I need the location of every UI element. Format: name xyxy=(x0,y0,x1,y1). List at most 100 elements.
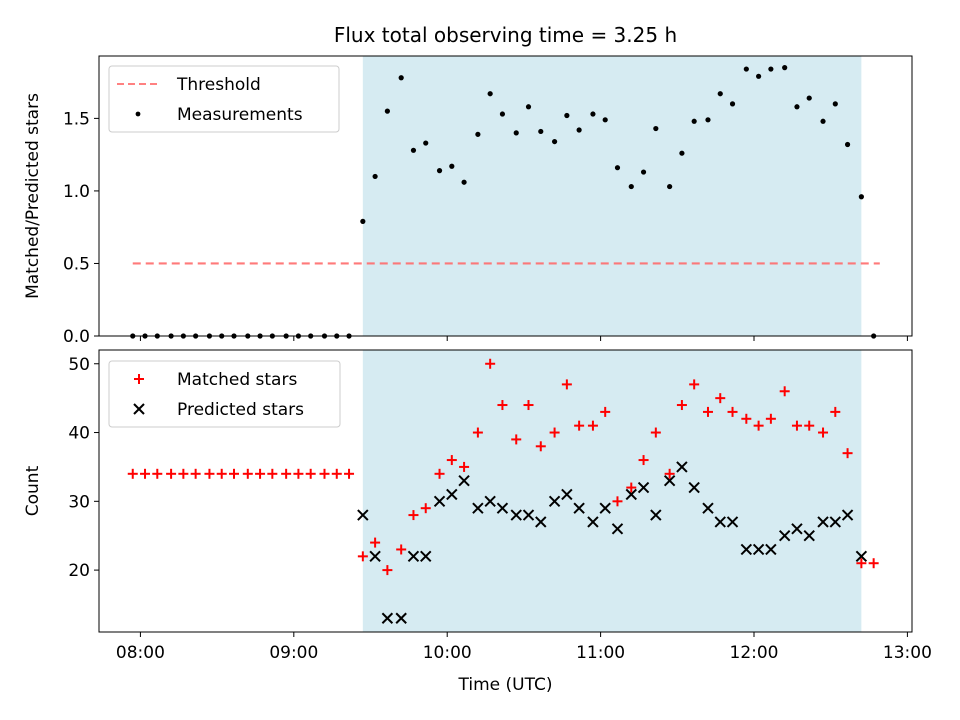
predicted-star-point xyxy=(472,502,484,514)
measurement-point xyxy=(551,138,558,145)
matched-star-point xyxy=(753,420,764,431)
predicted-star-point xyxy=(496,502,509,514)
matched-star-point xyxy=(472,427,483,438)
measurement-point xyxy=(538,128,544,135)
predicted-star-point xyxy=(458,474,470,487)
predicted-star-point xyxy=(778,530,791,542)
predicted-star-point xyxy=(791,523,803,535)
count-axes-frame xyxy=(98,349,913,633)
measurement-point xyxy=(602,117,608,123)
ratio-axes-frame xyxy=(98,55,913,337)
matched-star-point xyxy=(549,427,560,438)
y-tick-label: 1.0 xyxy=(63,182,90,202)
measurement-point xyxy=(372,173,378,180)
measurement-point xyxy=(794,104,800,110)
predicted-star-point xyxy=(510,509,522,521)
measurement-point xyxy=(410,147,417,153)
matched-star-point xyxy=(166,468,177,479)
count-marks xyxy=(127,358,879,624)
matched-star-point xyxy=(650,427,661,438)
measurement-point xyxy=(756,73,762,79)
matched-star-point xyxy=(216,468,227,479)
legend-box xyxy=(108,360,341,428)
matched-star-point xyxy=(511,434,522,445)
matched-star-point xyxy=(357,551,368,562)
y-axis-label: Matched/Predicted stars xyxy=(23,93,43,299)
predicted-star-point xyxy=(395,612,407,624)
chart-title: Flux total observing time = 3.25 h xyxy=(334,23,677,47)
y-tick-label: 50 xyxy=(68,355,90,375)
measurement-point xyxy=(832,101,838,107)
matched-star-point xyxy=(791,420,802,431)
measurement-point xyxy=(717,91,723,97)
matched-star-point xyxy=(446,455,457,466)
measurement-point xyxy=(729,101,736,107)
measurement-point xyxy=(449,163,455,169)
predicted-star-point xyxy=(357,509,369,521)
matched-star-point xyxy=(856,558,867,569)
matched-star-point xyxy=(344,468,355,479)
matched-star-point xyxy=(459,461,470,472)
count-legend: Matched stars Predicted stars xyxy=(108,360,341,428)
predicted-star-point xyxy=(420,550,432,563)
matched-star-point xyxy=(267,468,278,479)
predicted-star-point xyxy=(663,474,676,487)
matched-star-point xyxy=(152,468,163,479)
matched-star-point xyxy=(638,455,649,466)
matched-star-point xyxy=(140,468,151,479)
matched-star-point xyxy=(612,496,623,507)
count-axis-ticks: 20 30 40 50 08:00 09:00 10:00 11:00 12:00 13:00 xyxy=(68,355,932,663)
x-tick-label: 08:00 xyxy=(116,643,165,663)
matched-star-point xyxy=(497,400,508,411)
y-tick-label: 0.0 xyxy=(63,327,90,347)
predicted-star-point xyxy=(548,495,561,508)
ratio-panel: Flux total observing time = 3.25 h Match… xyxy=(23,23,913,347)
measurement-point xyxy=(679,150,685,156)
matched-star-point xyxy=(485,358,496,369)
measurement-point xyxy=(667,183,673,190)
measurement-point xyxy=(782,65,788,71)
predicted-star-point xyxy=(803,530,815,542)
matched-star-point xyxy=(228,468,239,479)
matched-star-point xyxy=(331,468,342,479)
legend-predicted-swatch xyxy=(133,403,145,415)
predicted-star-point xyxy=(446,488,458,501)
predicted-star-point xyxy=(740,543,753,556)
measurement-point xyxy=(806,95,812,101)
measurement-point xyxy=(640,169,647,175)
matched-star-point xyxy=(664,468,675,479)
predicted-star-point xyxy=(637,481,650,494)
matched-star-point xyxy=(600,406,611,417)
measurement-point xyxy=(768,66,774,72)
legend-threshold-label: Threshold xyxy=(176,75,261,95)
matched-star-point xyxy=(382,565,393,576)
observing-window-span xyxy=(362,350,862,632)
y-tick-label: 30 xyxy=(68,492,90,512)
ratio-legend: Threshold Measurements xyxy=(108,65,340,133)
matched-star-point xyxy=(204,468,215,479)
x-axis-label: Time (UTC) xyxy=(458,675,553,695)
ratio-axis-ticks: 0.0 0.5 1.0 1.5 xyxy=(63,109,908,347)
predicted-star-point xyxy=(688,481,700,494)
predicted-star-point xyxy=(817,516,829,528)
measurement-point xyxy=(487,91,493,97)
x-tick-label: 10:00 xyxy=(423,643,472,663)
measurement-point xyxy=(360,218,366,224)
ratio-marks xyxy=(130,65,880,339)
matched-star-point xyxy=(370,537,381,548)
predicted-star-point xyxy=(726,516,739,528)
matched-star-point xyxy=(535,441,546,452)
predicted-star-point xyxy=(611,523,624,535)
measurement-point xyxy=(475,131,481,137)
matched-star-point xyxy=(676,400,687,411)
matched-star-point xyxy=(689,379,700,390)
legend-matched-label: Matched stars xyxy=(177,370,297,390)
matched-star-point xyxy=(868,558,879,569)
y-tick-label: 20 xyxy=(68,561,90,581)
measurement-point xyxy=(691,118,697,124)
matched-star-point xyxy=(561,379,572,390)
predicted-star-point xyxy=(599,502,611,514)
predicted-star-point xyxy=(573,502,585,514)
y-tick-label: 0.5 xyxy=(63,254,90,274)
y-axis-label: Count xyxy=(23,465,43,516)
